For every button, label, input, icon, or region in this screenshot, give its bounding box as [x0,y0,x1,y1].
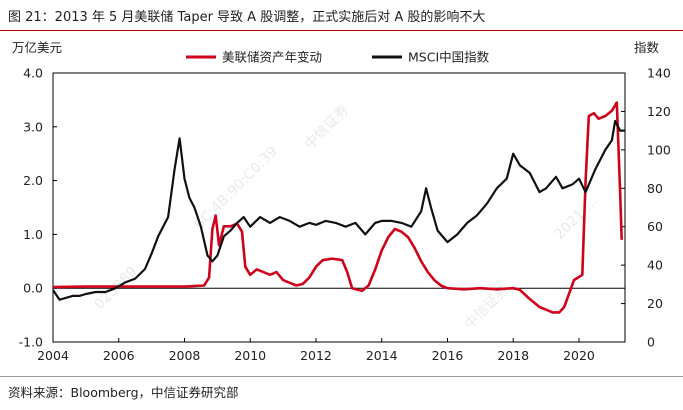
x-tick-label: 2004 [37,348,69,363]
plot-frame [52,72,626,343]
right-tick-label: 40 [647,258,663,273]
right-tick-label: 60 [647,219,663,234]
left-axis-title: 万亿美元 [12,40,62,55]
left-tick-label: -1.0 [19,335,43,350]
watermark-text: 中信证券 [302,102,353,153]
series-lines [52,101,625,314]
source-rule [0,376,683,377]
legend: 美联储资产年变动 MSCI中国指数 [186,50,490,65]
right-axis-title: 指数 [634,40,660,55]
watermark-text: 2021-... [552,193,602,243]
right-tick-label: 120 [647,104,671,119]
left-tick-label: 4.0 [23,66,43,81]
left-tick-label: 1.0 [23,227,43,242]
source-note: 资料来源：Bloomberg，中信证券研究部 [8,385,239,400]
x-tick-label: 2008 [169,348,201,363]
x-tick-label: 2012 [300,348,332,363]
left-tick-label: 0.0 [23,281,43,296]
series-line-2 [52,119,625,301]
chart-title: 图 21：2013 年 5 月美联储 Taper 导致 A 股调整，正式实施后对… [8,10,486,25]
right-tick-label: 80 [647,181,663,196]
x-tick-label: 2016 [432,348,464,363]
left-tick-label: 3.0 [23,119,43,134]
title-rule [0,30,683,31]
x-tick-label: 2010 [234,348,266,363]
axes: -1.0 0.0 1.0 2.0 3.0 4.0 0 20 40 60 80 100 120 140 200… [12,40,671,363]
watermark-text: 6C:4B:90:C0:39 [192,143,281,232]
right-tick-label: 140 [647,66,671,81]
x-tick-label: 2014 [366,348,398,363]
x-tick-label: 2020 [563,348,595,363]
right-tick-label: 20 [647,296,663,311]
x-tick-label: 2018 [497,348,529,363]
series-line-1 [52,101,623,314]
right-tick-label: 0 [647,335,655,350]
legend-label-1: 美联储资产年变动 [222,50,322,65]
right-tick-label: 100 [647,142,671,157]
left-tick-label: 2.0 [23,173,43,188]
x-tick-label: 2006 [103,348,135,363]
legend-label-2: MSCI中国指数 [408,50,490,65]
